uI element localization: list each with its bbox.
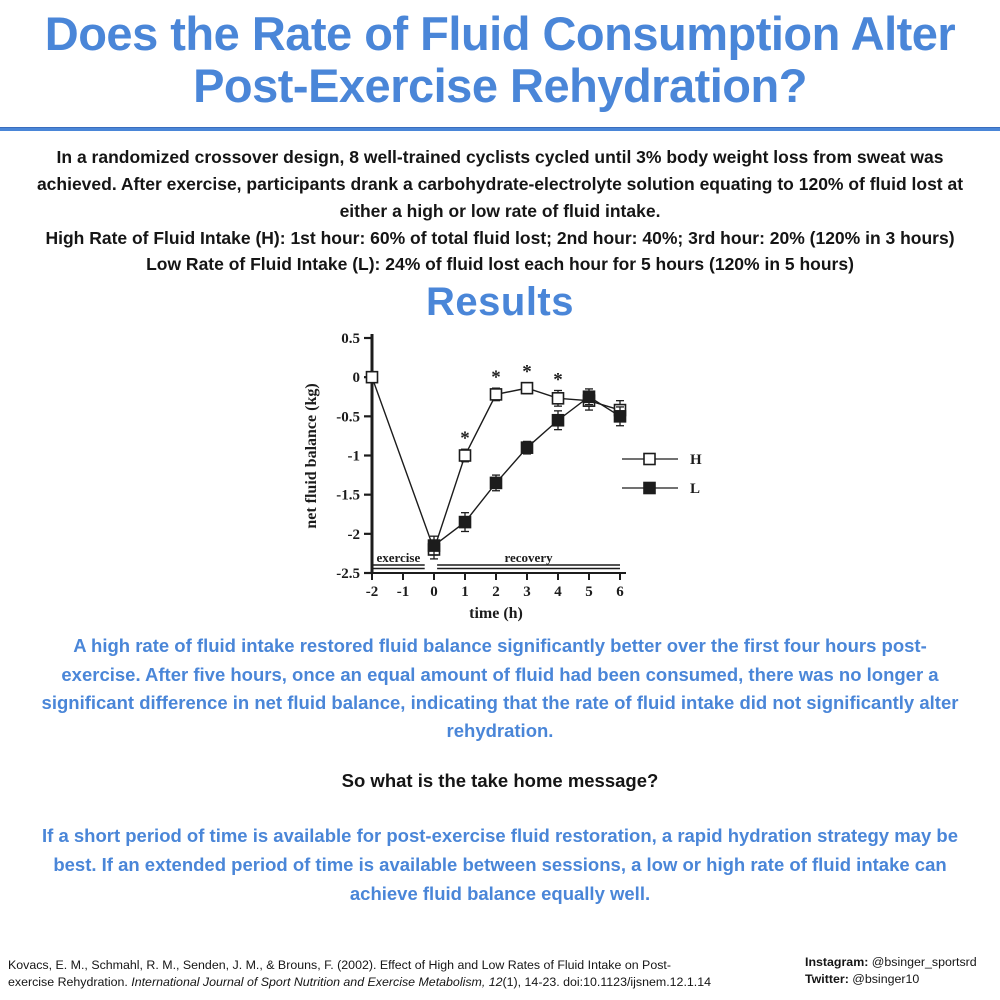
x-tick-label: 4 [554,584,562,600]
x-tick-label: 1 [461,584,469,600]
twitter-label: Twitter: [805,971,849,986]
results-figure: 0.5 0 -0.5 -1 -1.5 -2 -2.5 -2 -1 0 1 2 3 4 5 6 time (h) n… [290,326,710,626]
legend-label-H: H [690,452,702,468]
citation: Kovacs, E. M., Schmahl, R. M., Senden, J… [8,957,713,990]
results-heading: Results [426,280,574,325]
phase-label-exercise: exercise [376,550,420,565]
phase-label-recovery: recovery [504,550,553,565]
x-tick-label: -2 [366,584,379,600]
series-H-marker [458,449,472,463]
y-tick-label: 0.5 [341,331,360,347]
citation-journal: International Journal of Sport Nutrition… [131,974,503,989]
instagram-handle: Instagram: @bsinger_sportsrd [805,954,977,970]
results-chart-svg: 0.5 0 -0.5 -1 -1.5 -2 -2.5 -2 -1 0 1 2 3 4 5 6 time (h) n… [303,331,702,622]
series-H-marker [551,392,565,405]
series-L-marker [458,515,472,529]
series-L-marker [551,414,565,427]
y-tick-label: -0.5 [336,410,360,426]
significance-asterisk: * [491,367,501,388]
series-H-marker [365,371,379,384]
y-tick-label: -1 [348,449,361,465]
series-L-marker [582,390,596,404]
y-tick-label: 0 [353,370,361,386]
series-L-marker [427,539,441,553]
x-tick-label: 3 [523,584,531,600]
high-rate-protocol: High Rate of Fluid Intake (H): 1st hour:… [45,227,955,248]
study-description: In a randomized crossover design, 8 well… [36,147,964,221]
x-tick-label: -1 [397,584,410,600]
series-H-marker [520,382,534,395]
series-H-marker [489,388,503,401]
study-intro-section: In a randomized crossover design, 8 well… [0,144,1000,278]
y-tick-label: -2 [348,527,361,543]
title-divider [0,127,1000,132]
significance-asterisk: * [460,428,470,449]
instagram-username: @bsinger_sportsrd [868,955,977,970]
x-tick-label: 2 [492,584,500,600]
social-handles: Instagram: @bsinger_sportsrd Twitter: @b… [805,954,977,987]
y-tick-label: -2.5 [336,566,360,582]
x-tick-label: 0 [430,584,438,600]
y-axis-label: net fluid balance (kg) [303,384,320,529]
x-tick-label: 6 [616,584,624,600]
low-rate-protocol: Low Rate of Fluid Intake (L): 24% of flu… [146,254,854,275]
twitter-handle: Twitter: @bsinger10 [805,971,977,987]
significance-asterisk: * [522,362,532,383]
take-home-question: So what is the take home message? [341,770,659,792]
legend-label-L: L [690,481,700,497]
legend-marker-H [643,452,656,466]
citation-authors: Kovacs, E. M., Schmahl, R. M., Senden, J… [8,958,671,989]
citation-pages-doi: (1), 14-23. doi:10.1123/ijsnem.12.1.14 [502,974,711,989]
findings-text: A high rate of fluid intake restored flu… [41,635,959,742]
series-L-marker [613,410,627,423]
twitter-username: @bsinger10 [848,971,920,986]
x-axis-label: time (h) [469,605,523,622]
series-L-marker [489,476,503,490]
series-L-marker [520,441,534,455]
take-home-message: If a short period of time is available f… [42,825,958,904]
legend-marker-L [643,481,656,495]
x-tick-label: 5 [585,584,593,600]
instagram-label: Instagram: [805,955,869,970]
y-tick-label: -1.5 [336,488,360,504]
page-title: Does the Rate of Fluid Consumption Alter… [44,7,956,112]
significance-asterisk: * [553,370,563,391]
